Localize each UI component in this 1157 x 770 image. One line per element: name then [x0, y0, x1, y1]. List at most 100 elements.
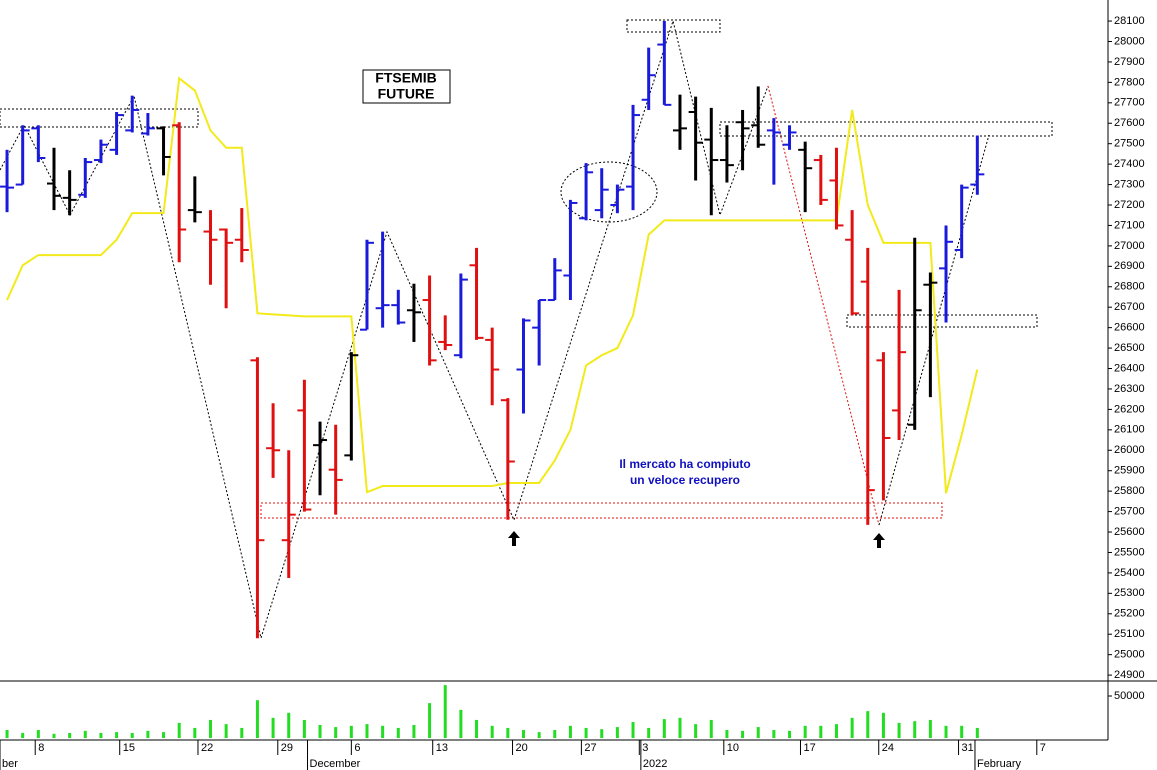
- y-tick-label: 26400: [1114, 362, 1145, 374]
- volume-bar: [725, 730, 729, 738]
- x-tick-label: 15: [123, 742, 135, 754]
- volume-bar: [224, 724, 228, 738]
- volume-bar: [537, 732, 541, 738]
- month-label: February: [977, 758, 1022, 770]
- volume-bar: [193, 727, 197, 738]
- resistance-box: [719, 121, 1053, 137]
- volume-bar: [928, 719, 932, 738]
- title-box: [362, 69, 451, 104]
- y-tick-label: 24900: [1114, 669, 1145, 681]
- volume-bar: [975, 727, 979, 738]
- volume-bar: [756, 727, 760, 738]
- y-tick-label: 26300: [1114, 383, 1145, 395]
- volume-bar: [662, 719, 666, 738]
- volume-bar: [271, 717, 275, 738]
- volume-bar: [459, 709, 463, 738]
- volume-bar: [208, 719, 212, 738]
- x-tick-label: 24: [882, 742, 894, 754]
- volume-bar: [287, 712, 291, 738]
- y-tick-label: 26600: [1114, 322, 1145, 334]
- volume-bar: [302, 719, 306, 738]
- volume-bar: [146, 730, 150, 738]
- y-tick-label: 26100: [1114, 424, 1145, 436]
- volume-bar: [866, 711, 870, 738]
- x-tick-label: 20: [516, 742, 528, 754]
- volume-bar: [647, 727, 651, 738]
- support-box: [260, 502, 943, 519]
- annotation: Il mercato ha compiuto: [619, 457, 750, 471]
- y-tick-label: 27600: [1114, 117, 1145, 129]
- y-tick-label: 25400: [1114, 567, 1145, 579]
- arrows: [508, 531, 885, 548]
- volume-bar: [694, 724, 698, 738]
- month-label: 2022: [643, 758, 667, 770]
- volume-bar: [506, 727, 510, 738]
- y-tick-label: 25800: [1114, 485, 1145, 497]
- volume-bar: [428, 703, 432, 738]
- volume-bar: [615, 727, 619, 738]
- volume-bar: [396, 727, 400, 738]
- arrow-up: [508, 531, 520, 546]
- y-tick-label: 26900: [1114, 260, 1145, 272]
- volume-bar: [412, 724, 416, 738]
- volume-bar: [365, 724, 369, 738]
- volume-bar: [850, 717, 854, 738]
- volume-bar: [803, 725, 807, 738]
- y-tick-label: 26800: [1114, 281, 1145, 293]
- y-tick-label: 28100: [1114, 15, 1145, 27]
- y-tick-label: 28000: [1114, 35, 1145, 47]
- y-tick-label: 26700: [1114, 301, 1145, 313]
- volume-bar: [83, 730, 87, 738]
- month-label: ber: [2, 758, 18, 770]
- y-tick-label: 27200: [1114, 199, 1145, 211]
- volume-bar: [960, 725, 964, 738]
- volume-bar: [52, 733, 56, 738]
- volume-bar: [5, 730, 9, 738]
- y-tick-label: 27100: [1114, 219, 1145, 231]
- x-tick-label: 8: [38, 742, 44, 754]
- y-tick-label: 26000: [1114, 444, 1145, 456]
- volume-bar: [115, 732, 119, 738]
- volume-bar: [318, 724, 322, 738]
- volume-bar: [600, 729, 604, 738]
- volume-tick-label: 50000: [1114, 690, 1145, 702]
- volume-bar: [819, 725, 823, 738]
- volume-bar: [521, 730, 525, 738]
- volume-bar: [381, 725, 385, 738]
- volume-bar: [490, 725, 494, 738]
- volume-bar: [897, 722, 901, 738]
- volume-bar: [568, 725, 572, 738]
- volume-bar: [741, 730, 745, 738]
- y-tick-label: 27500: [1114, 138, 1145, 150]
- x-tick-label: 17: [803, 742, 815, 754]
- chart-title: FUTURE: [378, 86, 435, 102]
- volume-bar: [678, 717, 682, 738]
- volume-bar: [631, 722, 635, 738]
- y-tick-label: 25500: [1114, 546, 1145, 558]
- y-tick-label: 26500: [1114, 342, 1145, 354]
- y-tick-label: 25600: [1114, 526, 1145, 538]
- volume-bar: [475, 719, 479, 738]
- x-tick-label: 22: [201, 742, 213, 754]
- x-tick-label: 27: [584, 742, 596, 754]
- arrow-up: [873, 533, 885, 548]
- y-tick-label: 25900: [1114, 465, 1145, 477]
- volume-bar: [584, 727, 588, 738]
- y-tick-label: 25100: [1114, 628, 1145, 640]
- volume-bar: [772, 730, 776, 738]
- zigzag: [767, 85, 880, 526]
- y-tick-label: 27700: [1114, 97, 1145, 109]
- volume-bar: [177, 722, 181, 738]
- x-tick-label: 10: [727, 742, 739, 754]
- volume-bar: [944, 725, 948, 738]
- volume-bar: [349, 725, 353, 738]
- annotation: un veloce recupero: [630, 473, 740, 487]
- volume-bar: [255, 700, 259, 738]
- y-tick-label: 27900: [1114, 56, 1145, 68]
- decorations: [0, 19, 1053, 640]
- volume-bar: [99, 732, 103, 738]
- volume-bar: [553, 730, 557, 738]
- volume-bar: [21, 732, 25, 738]
- indicator-line: [6, 76, 979, 494]
